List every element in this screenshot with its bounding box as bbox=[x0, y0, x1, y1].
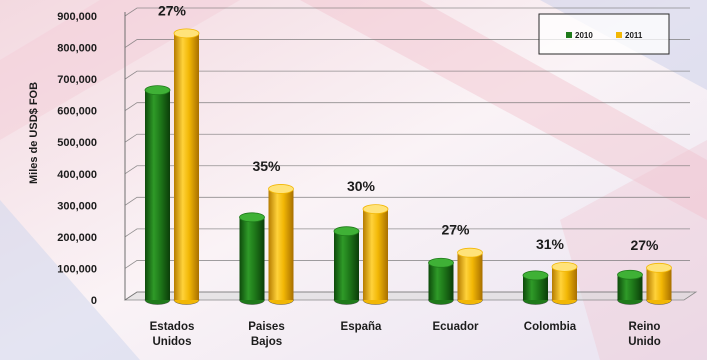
y-tick-label: 0 bbox=[91, 295, 97, 307]
y-tick-label: 500,000 bbox=[57, 137, 97, 149]
gridlines bbox=[124, 7, 690, 301]
bar-2010-2 bbox=[333, 226, 360, 305]
bar-2011-0 bbox=[173, 28, 200, 305]
gridline bbox=[124, 7, 690, 17]
gridline bbox=[124, 70, 690, 80]
growth-annotation: 30% bbox=[347, 178, 376, 194]
gridline bbox=[124, 39, 690, 48]
y-tick-label: 800,000 bbox=[57, 43, 97, 55]
gridline bbox=[124, 196, 690, 206]
legend-swatch-2011 bbox=[616, 32, 622, 38]
legend-label-2011: 2011 bbox=[625, 31, 643, 40]
bar-2011-2 bbox=[362, 204, 389, 305]
gridline bbox=[124, 102, 690, 111]
y-tick-label: 300,000 bbox=[57, 200, 97, 212]
bar-2011-5 bbox=[646, 262, 672, 305]
growth-annotations: 27% 35% 30% 27% 31% 27% bbox=[158, 2, 659, 252]
y-tick-label: 100,000 bbox=[57, 263, 97, 275]
chart-floor bbox=[123, 291, 698, 301]
bar-2010-3 bbox=[428, 257, 454, 305]
x-tick-label: Ecuador bbox=[432, 321, 479, 333]
bar-2010-1 bbox=[239, 212, 265, 305]
gridline bbox=[124, 291, 690, 301]
y-tick-label: 600,000 bbox=[57, 106, 97, 118]
y-tick-label: 200,000 bbox=[57, 232, 97, 244]
growth-annotation: 27% bbox=[441, 222, 470, 238]
x-tick-label: España bbox=[341, 321, 383, 333]
growth-annotation: 27% bbox=[158, 2, 187, 18]
legend-label-2010: 2010 bbox=[575, 31, 593, 40]
bar-2010-4 bbox=[522, 270, 549, 305]
gridline bbox=[124, 133, 690, 143]
y-axis-label: Miles de USD$ FOB bbox=[28, 82, 40, 184]
y-tick-label: 900,000 bbox=[57, 11, 97, 23]
growth-annotation: 27% bbox=[630, 237, 659, 253]
x-tick-label: Paises Bajos bbox=[248, 321, 284, 348]
growth-annotation: 31% bbox=[536, 236, 565, 252]
gridline bbox=[124, 260, 690, 269]
y-tick-label: 700,000 bbox=[57, 74, 97, 86]
x-tick-label: Colombia bbox=[524, 321, 577, 333]
y-axis: 0 100,000 200,000 300,000 400,000 500,000 600,… bbox=[57, 11, 126, 307]
x-tick-label: Reino Unido bbox=[628, 321, 661, 348]
bar-2011-3 bbox=[457, 247, 483, 305]
bar-2011-1 bbox=[268, 184, 294, 305]
legend: 2010 2011 bbox=[538, 13, 670, 55]
x-tick-label: Estados Unidos bbox=[150, 321, 195, 348]
bar-2011-4 bbox=[551, 261, 578, 305]
y-tick-label: 400,000 bbox=[57, 169, 97, 181]
x-axis-labels: Estados Unidos Paises Bajos España Ecuador Col… bbox=[150, 321, 661, 348]
bar-2010-5 bbox=[617, 269, 643, 305]
bars bbox=[144, 28, 672, 305]
gridline bbox=[124, 228, 690, 238]
bar-2010-0 bbox=[144, 85, 171, 305]
growth-annotation: 35% bbox=[252, 158, 281, 174]
legend-swatch-2010 bbox=[566, 32, 572, 38]
gridline bbox=[124, 165, 690, 175]
